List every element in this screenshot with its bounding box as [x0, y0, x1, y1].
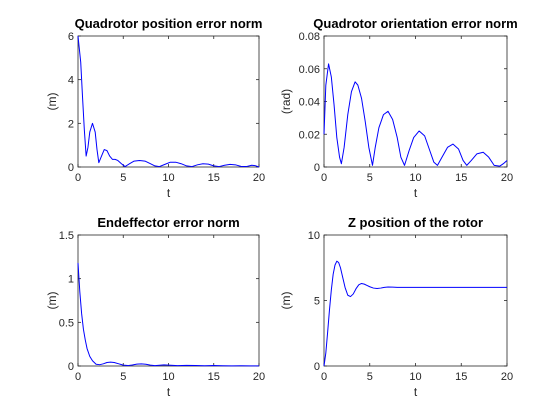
y-tick-label: 0	[68, 162, 74, 174]
y-tick-label: 0.02	[299, 129, 320, 141]
y-tick-label: 4	[68, 75, 74, 87]
y-tick-label: 10	[308, 230, 320, 242]
axes-box	[78, 235, 259, 366]
y-axis-label: (rad)	[279, 89, 293, 114]
x-tick-label: 0	[75, 371, 81, 383]
series-line	[324, 261, 507, 366]
chart-title: Endeffector error norm	[97, 215, 239, 230]
x-tick-label: 15	[208, 371, 220, 383]
series-line	[78, 36, 259, 167]
x-tick-label: 5	[120, 371, 126, 383]
axes-box	[324, 36, 507, 167]
y-tick-label: 6	[68, 31, 74, 43]
x-axis-label: t	[167, 186, 171, 200]
x-tick-label: 0	[75, 172, 81, 184]
x-tick-label: 10	[162, 172, 174, 184]
x-tick-label: 10	[162, 371, 174, 383]
subplot-3: 0 5 10 15 20 0 0.5 1 1.5 Endeffector error norm t (…	[45, 215, 265, 399]
y-tick-label: 1.5	[59, 230, 74, 242]
y-tick-label: 1	[68, 274, 74, 286]
x-axis-label: t	[414, 186, 418, 200]
y-tick-label: 0.08	[299, 31, 320, 43]
chart-title: Quadrotor position error norm	[75, 16, 263, 31]
x-tick-label: 20	[253, 172, 265, 184]
x-tick-label: 0	[321, 371, 327, 383]
x-tick-label: 10	[409, 371, 421, 383]
x-tick-label: 15	[455, 371, 467, 383]
x-tick-label: 20	[253, 371, 265, 383]
x-tick-label: 20	[501, 371, 513, 383]
y-tick-label: 0	[314, 361, 320, 373]
y-tick-label: 0.06	[299, 64, 320, 76]
x-tick-label: 15	[455, 172, 467, 184]
x-tick-label: 0	[321, 172, 327, 184]
y-tick-label: 0	[314, 162, 320, 174]
x-tick-label: 10	[409, 172, 421, 184]
y-tick-label: 0.04	[299, 97, 320, 109]
x-tick-label: 20	[501, 172, 513, 184]
x-tick-label: 15	[208, 172, 220, 184]
x-tick-label: 5	[367, 371, 373, 383]
y-tick-label: 0.5	[59, 317, 74, 329]
y-tick-label: 2	[68, 118, 74, 130]
x-tick-label: 5	[367, 172, 373, 184]
x-axis-label: t	[414, 385, 418, 399]
subplot-4: 0 5 10 15 20 0 5 10 Z position of the rotor t (m)	[279, 215, 513, 399]
y-tick-label: 5	[314, 296, 320, 308]
chart-title: Z position of the rotor	[348, 215, 483, 230]
y-axis-label: (m)	[45, 292, 59, 310]
series-line	[78, 263, 259, 366]
x-axis-label: t	[167, 385, 171, 399]
y-tick-label: 0	[68, 361, 74, 373]
axes-box	[78, 36, 259, 167]
x-tick-label: 5	[120, 172, 126, 184]
y-axis-label: (m)	[45, 93, 59, 111]
chart-title: Quadrotor orientation error norm	[313, 16, 517, 31]
axes-box	[324, 235, 507, 366]
series-line	[324, 64, 507, 166]
y-axis-label: (m)	[279, 292, 293, 310]
